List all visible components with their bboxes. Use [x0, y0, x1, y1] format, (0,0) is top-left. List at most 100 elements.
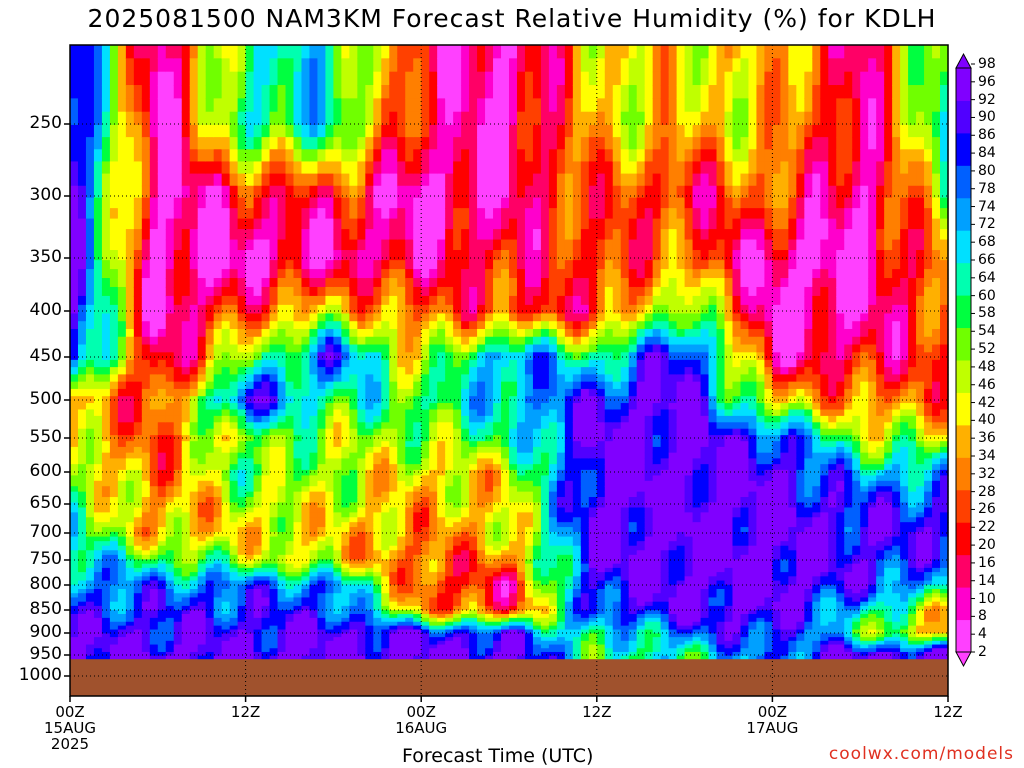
heatmap-cell	[181, 580, 191, 586]
heatmap-cell	[437, 625, 446, 631]
heatmap-cell	[181, 185, 191, 199]
heatmap-cell	[357, 589, 366, 594]
heatmap-cell	[181, 475, 191, 482]
heatmap-cell	[277, 446, 287, 454]
heatmap-cell	[77, 295, 87, 306]
heatmap-cell	[461, 124, 470, 138]
heatmap-cell	[325, 388, 334, 397]
heatmap-cell	[389, 359, 398, 368]
heatmap-cell	[405, 304, 414, 315]
heatmap-cell	[77, 328, 87, 338]
heatmap-cell	[173, 644, 183, 649]
heatmap-cell	[229, 502, 239, 509]
heatmap-cell	[309, 531, 319, 538]
heatmap-cell	[301, 458, 311, 465]
heatmap-cell	[285, 589, 295, 594]
heatmap-cell	[189, 229, 199, 241]
heatmap-cell	[301, 396, 311, 404]
heatmap-cell	[253, 359, 263, 368]
heatmap-cell	[70, 648, 79, 653]
heatmap-cell	[189, 640, 199, 646]
heatmap-cell	[373, 409, 382, 417]
heatmap-cell	[213, 563, 223, 569]
heatmap-cell	[229, 480, 239, 487]
heatmap-cell	[221, 597, 231, 603]
heatmap-cell	[453, 260, 462, 270]
heatmap-cell	[133, 589, 143, 594]
heatmap-cell	[365, 469, 374, 477]
heatmap-cell	[381, 173, 390, 187]
heatmap-cell	[293, 85, 303, 99]
heatmap-cell	[237, 278, 247, 288]
heatmap-cell	[389, 452, 398, 459]
heatmap-cell	[501, 367, 510, 375]
heatmap-cell	[221, 381, 231, 390]
heatmap-cell	[477, 480, 486, 487]
heatmap-cell	[253, 396, 263, 404]
heatmap-cell	[149, 550, 159, 556]
heatmap-cell	[133, 286, 143, 297]
heatmap-cell	[381, 475, 390, 482]
heatmap-cell	[149, 321, 159, 330]
heatmap-cell	[205, 507, 215, 513]
heatmap-cell	[421, 85, 430, 99]
heatmap-cell	[509, 435, 518, 442]
heatmap-cell	[85, 403, 95, 411]
heatmap-cell	[221, 648, 231, 653]
heatmap-cell	[173, 536, 183, 542]
heatmap-cell	[93, 321, 103, 330]
heatmap-cell	[77, 313, 87, 322]
heatmap-cell	[213, 286, 223, 297]
heatmap-cell	[117, 497, 127, 504]
heatmap-cell	[205, 563, 215, 569]
heatmap-cell	[157, 497, 167, 504]
heatmap-cell	[165, 559, 175, 565]
heatmap-cell	[149, 625, 159, 631]
heatmap-cell	[389, 512, 398, 518]
heatmap-cell	[485, 655, 494, 660]
heatmap-cell	[70, 359, 79, 368]
heatmap-cell	[341, 149, 350, 163]
heatmap-cell	[229, 610, 239, 615]
heatmap-cell	[309, 637, 319, 642]
heatmap-cell	[445, 640, 454, 646]
heatmap-cell	[101, 85, 111, 99]
heatmap-cell	[245, 502, 255, 509]
heatmap-cell	[445, 250, 454, 261]
heatmap-cell	[405, 545, 414, 551]
heatmap-cell	[381, 422, 390, 430]
heatmap-cell	[245, 197, 255, 209]
heatmap-cell	[365, 458, 374, 465]
heatmap-cell	[269, 295, 279, 306]
heatmap-cell	[357, 625, 366, 631]
heatmap-cell	[125, 541, 135, 547]
heatmap-cell	[373, 446, 382, 454]
heatmap-cell	[461, 597, 470, 603]
heatmap-cell	[493, 580, 502, 586]
heatmap-cell	[221, 559, 231, 565]
heatmap-cell	[301, 422, 311, 430]
heatmap-cell	[261, 633, 271, 638]
heatmap-cell	[493, 597, 502, 603]
heatmap-cell	[301, 621, 311, 627]
heatmap-cell	[149, 446, 159, 454]
heatmap-cell	[77, 98, 87, 113]
heatmap-cell	[413, 651, 422, 657]
heatmap-cell	[485, 396, 494, 404]
heatmap-cell	[253, 589, 263, 594]
heatmap-cell	[157, 111, 167, 126]
heatmap-cell	[493, 452, 502, 459]
heatmap-cell	[365, 374, 374, 383]
heatmap-cell	[277, 367, 287, 375]
heatmap-cell	[245, 640, 255, 646]
heatmap-cell	[109, 580, 119, 586]
heatmap-cell	[285, 637, 295, 642]
heatmap-cell	[197, 640, 207, 646]
heatmap-cell	[373, 304, 382, 315]
heatmap-cell	[141, 98, 151, 113]
heatmap-cell	[453, 344, 462, 353]
heatmap-cell	[117, 610, 127, 615]
heatmap-cell	[445, 655, 454, 660]
heatmap-cell	[93, 45, 103, 59]
heatmap-cell	[461, 633, 470, 638]
